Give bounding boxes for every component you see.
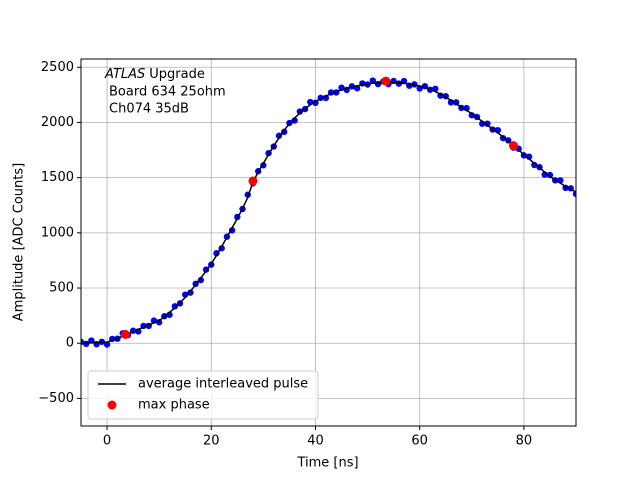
data-point (381, 76, 391, 86)
data-point (296, 108, 304, 115)
data-point (546, 171, 554, 179)
x-tick-label: 40 (307, 434, 324, 449)
annotation-italic: ATLAS (104, 67, 145, 82)
data-point (369, 77, 376, 84)
data-point (120, 329, 130, 339)
axes-frame (80, 58, 577, 427)
y-tick-label: 1500 (41, 170, 74, 185)
plot-area (81, 76, 576, 348)
legend-label: max phase (138, 398, 210, 413)
x-tick-label: 80 (516, 434, 533, 449)
legend-box (87, 370, 319, 420)
y-tick-label: −500 (38, 391, 74, 406)
annotation: ATLAS Upgrade (104, 67, 205, 82)
data-point (275, 132, 283, 139)
legend-label: average interleaved pulse (138, 377, 308, 392)
x-tick-label: 0 (103, 434, 111, 449)
data-point (508, 141, 518, 151)
annotation-line: Board 634 25ohm (109, 85, 226, 100)
y-axis-label: Amplitude [ADC Counts] (12, 163, 27, 321)
y-tick-label: 2000 (41, 115, 74, 130)
y-tick-label: 0 (66, 336, 74, 351)
data-point (468, 112, 475, 119)
data-point (103, 341, 111, 348)
y-tick-label: 500 (49, 281, 74, 296)
annotation-rest: Upgrade (149, 67, 205, 82)
data-point (197, 276, 205, 284)
series-line (81, 81, 576, 344)
data-point (171, 303, 178, 310)
x-tick-label: 20 (203, 434, 220, 449)
y-tick-label: 2500 (41, 60, 74, 75)
data-point (531, 161, 538, 169)
y-tick-label: 1000 (41, 225, 74, 240)
data-point (248, 176, 258, 186)
data-point (484, 120, 491, 127)
x-tick-label: 60 (411, 434, 428, 449)
x-axis-label: Time [ns] (296, 456, 358, 471)
annotation-line: Ch074 35dB (109, 102, 189, 117)
legend-swatch (107, 400, 117, 410)
